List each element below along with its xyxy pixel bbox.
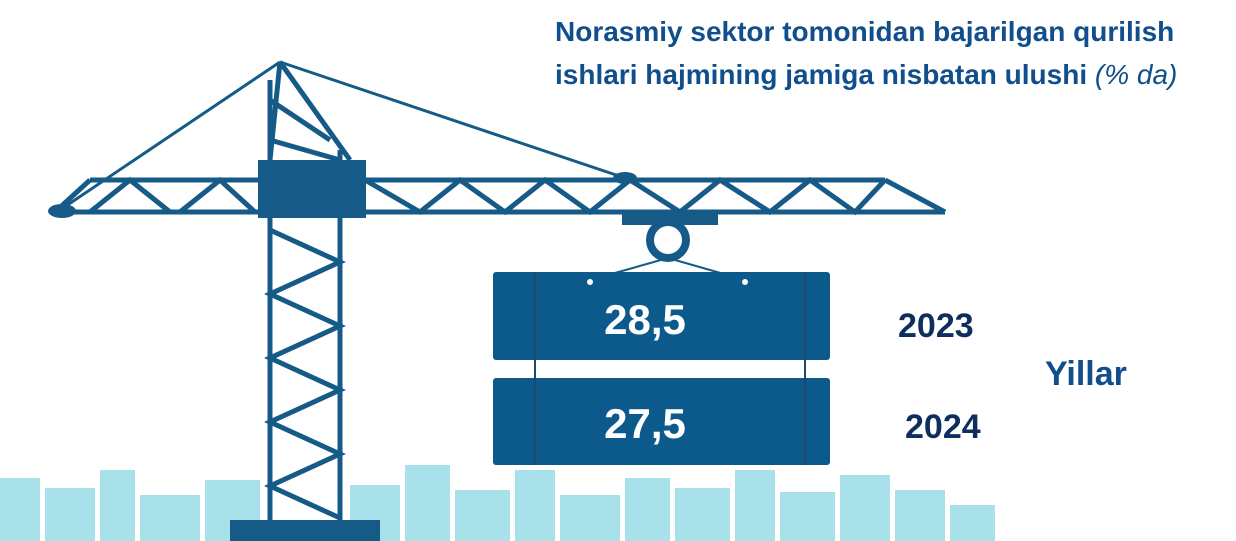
value: 28,5 — [545, 296, 745, 344]
skyline — [0, 465, 995, 541]
title-main: Norasmiy sektor tomonidan bajarilgan qur… — [555, 16, 1174, 90]
year: 2024 — [905, 408, 981, 447]
year: 2023 — [898, 307, 974, 346]
value: 27,5 — [545, 400, 745, 448]
title-unit: (% da) — [1095, 59, 1177, 90]
title: Norasmiy sektor tomonidan bajarilgan qur… — [555, 10, 1235, 96]
infographic: Norasmiy sektor tomonidan bajarilgan qur… — [0, 0, 1236, 541]
axis-label: Yillar — [1045, 355, 1127, 394]
